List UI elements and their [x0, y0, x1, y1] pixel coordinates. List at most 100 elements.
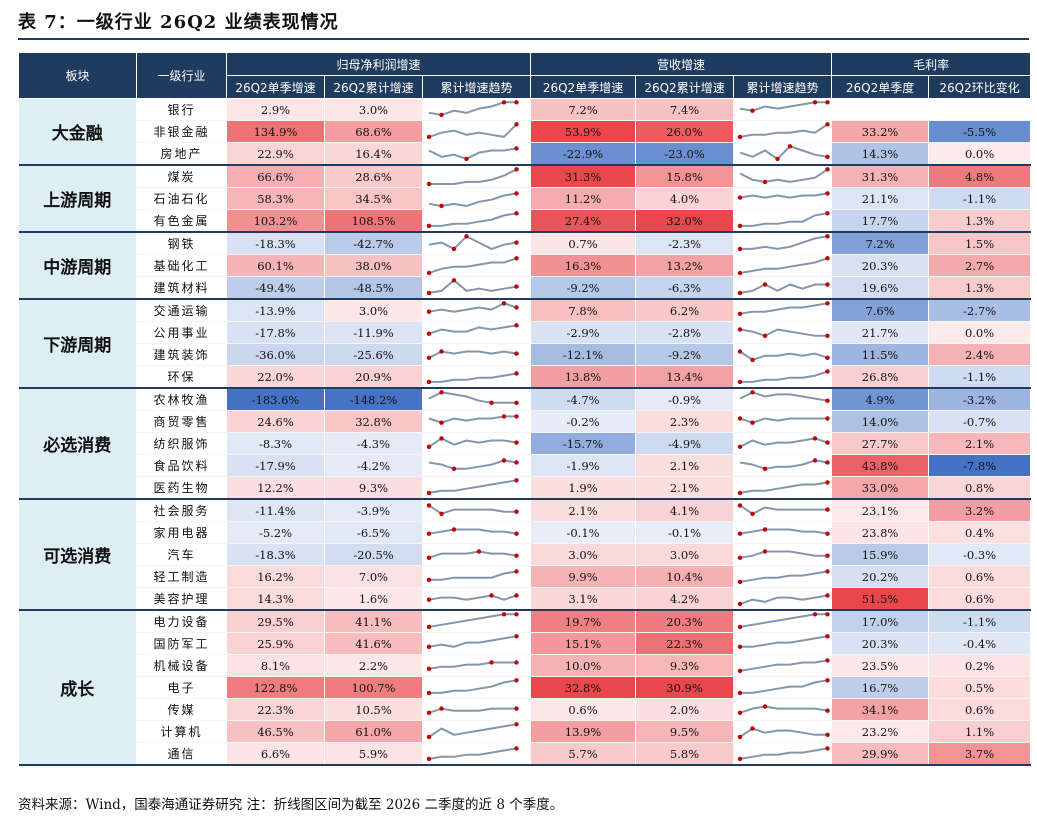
- sparkline-path: [428, 437, 517, 448]
- sparkline-point: [514, 191, 519, 196]
- revenue-trend: [733, 720, 833, 743]
- table-row: 国防军工 25.9% 41.6% 15.1% 22.3% 20.3% -0.4%: [19, 632, 1032, 655]
- sparkline-point: [825, 256, 830, 261]
- sparkline-path: [428, 235, 517, 251]
- industry-name: 传媒: [136, 698, 227, 721]
- margin-q: 31.3%: [831, 165, 930, 188]
- sparkline-path: [739, 550, 828, 559]
- sparkline-point: [426, 734, 432, 740]
- trend-sparkline: [428, 146, 519, 162]
- sparkline-point: [737, 311, 743, 316]
- industry-name: 公用事业: [136, 321, 227, 344]
- profit-q-single: -11.4%: [226, 499, 325, 522]
- profit-trend: [422, 209, 532, 233]
- profit-q-single: -17.9%: [226, 454, 325, 477]
- margin-q: 51.5%: [831, 587, 930, 611]
- margin-q: 20.3%: [831, 632, 930, 655]
- table-row: 商贸零售 24.6% 32.8% -0.2% 2.3% 14.0% -0.7%: [19, 410, 1032, 433]
- trend-sparkline: [737, 191, 830, 200]
- sparkline-point: [775, 156, 780, 162]
- profit-q-cum: -11.9%: [324, 321, 423, 344]
- trend-sparkline: [739, 390, 830, 403]
- revenue-trend: [733, 521, 833, 544]
- table-row: 食品饮料 -17.9% -4.2% -1.9% 2.1% 43.8% -7.8%: [19, 454, 1032, 477]
- trend-sparkline: [426, 660, 519, 671]
- revenue-trend: [733, 499, 833, 522]
- profit-trend: [422, 742, 532, 766]
- sparkline-point: [825, 569, 830, 574]
- profit-q-cum: -3.9%: [324, 499, 423, 522]
- revenue-q-cum: 2.1%: [635, 476, 735, 500]
- profit-q-single: -18.3%: [226, 543, 325, 566]
- profit-q-single: 14.3%: [226, 587, 325, 611]
- sparkline-point: [514, 256, 519, 261]
- sparkline-point: [426, 134, 432, 140]
- table-row: 轻工制造 16.2% 7.0% 9.9% 10.4% 20.2% 0.6%: [19, 565, 1032, 588]
- profit-trend: [422, 654, 532, 677]
- profit-q-cum: -6.5%: [324, 521, 423, 544]
- sparkline-point: [501, 100, 507, 105]
- profit-q-cum: 2.2%: [324, 654, 423, 677]
- sparkline-point: [812, 458, 818, 463]
- sparkline-path: [740, 235, 828, 250]
- margin-q: 15.9%: [831, 543, 930, 566]
- revenue-trend: [733, 610, 833, 633]
- industry-name: 社会服务: [136, 499, 227, 522]
- sparkline-point: [825, 678, 830, 683]
- revenue-trend: [733, 254, 833, 277]
- margin-q: 19.6%: [831, 276, 930, 300]
- table-row: 建筑装饰 -36.0% -25.6% -12.1% -9.2% 11.5% 2.4%: [19, 343, 1032, 366]
- trend-sparkline: [737, 234, 830, 252]
- sparkline-point: [737, 644, 743, 649]
- sparkline-point: [737, 756, 743, 762]
- profit-q-single: -13.9%: [226, 299, 325, 322]
- trend-sparkline: [428, 100, 519, 118]
- sparkline-point: [825, 746, 830, 751]
- industry-name: 石油石化: [136, 187, 227, 210]
- revenue-q-cum: -0.1%: [635, 521, 735, 544]
- margin-change: [928, 98, 1032, 121]
- page-title: 表 7：一级行业 26Q2 业绩表现情况: [18, 12, 339, 33]
- margin-q: 4.9%: [831, 388, 930, 411]
- profit-trend: [422, 232, 532, 255]
- sparkline-point: [825, 154, 830, 159]
- revenue-trend: [733, 632, 833, 655]
- sparkline-point: [514, 400, 519, 405]
- profit-q-single: -17.8%: [226, 321, 325, 344]
- trend-sparkline: [426, 211, 519, 229]
- margin-q: 11.5%: [831, 343, 930, 366]
- revenue-q-single: 3.1%: [530, 587, 637, 611]
- sparkline-point: [812, 436, 818, 441]
- header-profit-q-single: 26Q2单季增速: [226, 75, 325, 99]
- sparkline-point: [514, 100, 519, 105]
- table-row: 上游周期 煤炭 66.6% 28.6% 31.3% 15.8% 31.3% 4.8%: [18, 165, 1032, 233]
- sector-label: 大金融: [18, 98, 137, 166]
- revenue-q-cum: -4.9%: [635, 432, 735, 455]
- revenue-q-single: -9.2%: [530, 276, 637, 300]
- revenue-q-single: -2.9%: [530, 321, 637, 344]
- sparkline-path: [739, 747, 828, 760]
- sparkline-point: [426, 290, 432, 296]
- industry-name: 煤炭: [136, 165, 227, 188]
- sparkline-point: [426, 444, 432, 449]
- profit-q-single: -5.2%: [226, 521, 325, 544]
- sparkline-path: [740, 212, 828, 227]
- trend-sparkline: [428, 390, 519, 405]
- sparkline-point: [737, 734, 743, 740]
- sparkline-path: [428, 661, 517, 670]
- sparkline-point: [426, 624, 432, 630]
- profit-trend: [422, 388, 532, 411]
- header-industry: 一级行业: [136, 52, 227, 99]
- sparkline-point: [825, 507, 830, 512]
- sparkline-point: [426, 577, 432, 582]
- revenue-q-cum: 32.0%: [635, 209, 735, 233]
- sparkline-point: [426, 597, 432, 602]
- revenue-q-single: 1.9%: [530, 476, 637, 500]
- revenue-q-cum: 7.4%: [635, 98, 735, 121]
- sparkline-point: [825, 369, 830, 374]
- sparkline-point: [825, 333, 830, 338]
- sparkline-point: [825, 355, 830, 360]
- profit-q-single: 60.1%: [226, 254, 325, 277]
- sparkline-point: [426, 355, 432, 360]
- margin-q: 21.7%: [831, 321, 930, 344]
